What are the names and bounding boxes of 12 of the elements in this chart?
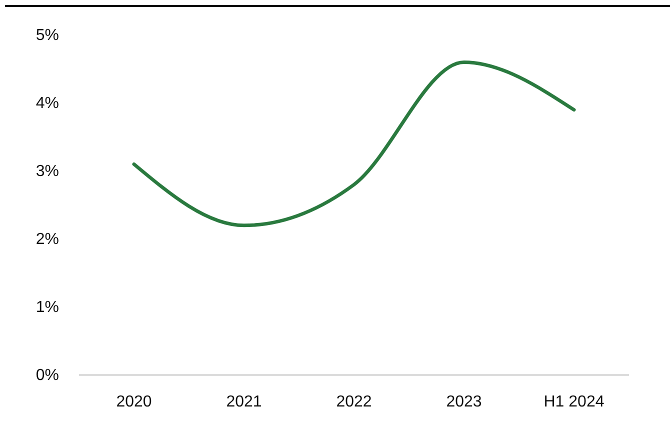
y-tick-label: 5% xyxy=(36,27,59,44)
y-tick-label: 1% xyxy=(36,299,59,316)
y-tick-label: 4% xyxy=(36,95,59,112)
y-tick-label: 0% xyxy=(36,367,59,384)
y-tick-label: 2% xyxy=(36,231,59,248)
x-tick-label: 2020 xyxy=(116,393,152,410)
x-tick-label: 2021 xyxy=(226,393,262,410)
line-series xyxy=(132,60,576,228)
x-tick-label: H1 2024 xyxy=(544,393,604,410)
x-tick-label: 2023 xyxy=(446,393,482,410)
x-tick-label: 2022 xyxy=(336,393,372,410)
y-tick-label: 3% xyxy=(36,163,59,180)
